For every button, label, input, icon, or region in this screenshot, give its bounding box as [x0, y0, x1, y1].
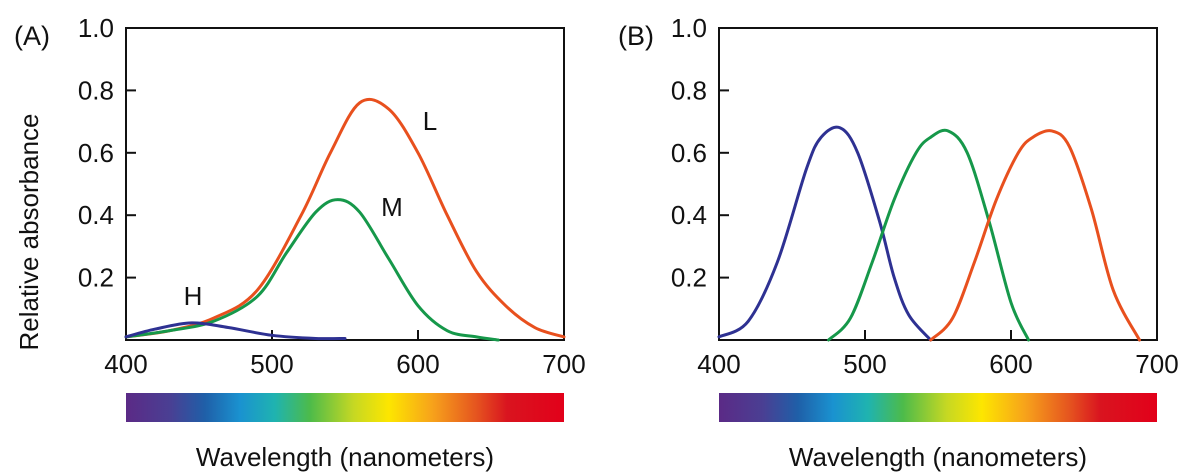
panel-a-curve-labels: L M H	[184, 106, 438, 311]
series-line-m	[124, 198, 500, 342]
x-axis-label-a: Wavelength (nanometers)	[196, 442, 494, 472]
panel-a-ticks: 400 500 600 700 0.2 0.4 0.6 0.8 1.0	[78, 13, 586, 379]
series-line-2	[827, 128, 1031, 342]
y-tick-label: 0.2	[78, 263, 114, 293]
y-tick-label: 0.6	[671, 138, 707, 168]
series-label-h: H	[184, 281, 203, 311]
y-tick-label: 0.2	[671, 263, 707, 293]
x-tick-label: 600	[989, 349, 1032, 379]
panel-a-curves	[124, 97, 566, 342]
x-tick-label: 500	[250, 349, 293, 379]
y-tick-label: 0.4	[671, 200, 707, 230]
x-tick-label: 400	[104, 349, 147, 379]
x-tick-label: 700	[542, 349, 585, 379]
y-tick-label: 0.8	[78, 75, 114, 105]
panel-b-ticks: 400 500 600 700 0.2 0.4 0.6 0.8 1.0	[671, 13, 1179, 379]
panel-a-frame	[125, 27, 565, 341]
panel-b-frame	[718, 27, 1158, 341]
x-tick-label: 700	[1135, 349, 1178, 379]
panel-b-label: (B)	[618, 21, 654, 51]
x-axis-label-b: Wavelength (nanometers)	[789, 442, 1087, 472]
series-line-h	[124, 321, 347, 341]
panel-a: (A) Relative absorbance 400 500 600 700 0.2 0…	[14, 13, 586, 472]
series-label-m: M	[381, 192, 403, 222]
spectrum-bar-b	[719, 393, 1157, 422]
series-line-3	[929, 129, 1141, 342]
y-tick-label: 0.8	[671, 75, 707, 105]
x-tick-label: 500	[843, 349, 886, 379]
y-tick-label: 1.0	[671, 13, 707, 43]
y-axis-label: Relative absorbance	[14, 113, 44, 350]
series-line-1	[717, 125, 933, 342]
y-tick-label: 0.6	[78, 138, 114, 168]
y-tick-label: 1.0	[78, 13, 114, 43]
panel-b-curves	[717, 125, 1141, 342]
series-label-l: L	[423, 106, 437, 136]
series-line-l	[124, 97, 566, 339]
x-tick-label: 600	[396, 349, 439, 379]
panel-b: (B) 400 500 600 700 0.2 0.4 0.6 0.8 1.0 Waveleng…	[618, 13, 1179, 472]
panel-a-label: (A)	[14, 21, 50, 51]
y-tick-label: 0.4	[78, 200, 114, 230]
x-tick-label: 400	[697, 349, 740, 379]
spectrum-bar-a	[126, 393, 564, 422]
